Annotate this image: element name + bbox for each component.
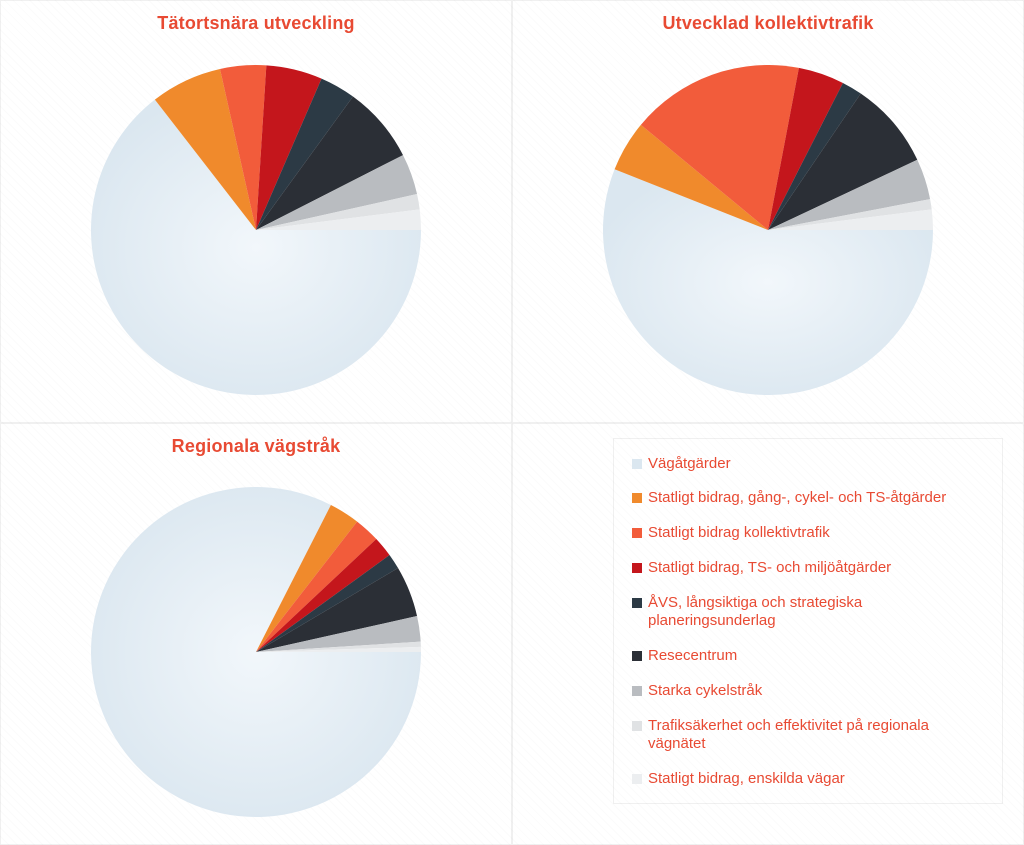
chart-grid: Tätortsnära utveckling Utvecklad kollekt… — [0, 0, 1024, 845]
legend-label: ÅVS, långsiktiga och strategiska planeri… — [648, 594, 984, 632]
legend-item: Statligt bidrag kollektivtrafik — [632, 524, 984, 543]
pie-wrap — [11, 38, 501, 422]
chart-title: Tätortsnära utveckling — [157, 13, 354, 34]
legend-item: Statligt bidrag, gång-, cykel- och TS-åt… — [632, 489, 984, 508]
legend-swatch — [632, 721, 642, 731]
pie-wrap — [11, 461, 501, 845]
legend-item: ÅVS, långsiktiga och strategiska planeri… — [632, 594, 984, 632]
legend-swatch — [632, 651, 642, 661]
legend-label: Statligt bidrag, TS- och miljöåtgärder — [648, 559, 984, 578]
legend-swatch — [632, 598, 642, 608]
chart-title: Utvecklad kollektivtrafik — [662, 13, 873, 34]
legend-label: Statligt bidrag, enskilda vägar — [648, 770, 984, 789]
pie-chart-tatort — [91, 65, 421, 395]
legend-swatch — [632, 686, 642, 696]
cell-legend: Vägåtgärder Statligt bidrag, gång-, cykel… — [512, 423, 1024, 845]
legend-swatch — [632, 774, 642, 784]
legend-item: Statligt bidrag, enskilda vägar — [632, 770, 984, 789]
cell-chart-kollektiv: Utvecklad kollektivtrafik — [512, 0, 1024, 423]
legend-item: Statligt bidrag, TS- och miljöåtgärder — [632, 559, 984, 578]
cell-chart-vagstrak: Regionala vägstråk — [0, 423, 512, 845]
pie-chart-vagstrak — [91, 487, 421, 817]
pie-chart-kollektiv — [603, 65, 933, 395]
legend-label: Vägåtgärder — [648, 455, 984, 474]
legend-swatch — [632, 528, 642, 538]
legend: Vägåtgärder Statligt bidrag, gång-, cykel… — [613, 438, 1003, 804]
legend-label: Statligt bidrag kollektivtrafik — [648, 524, 984, 543]
cell-chart-tatort: Tätortsnära utveckling — [0, 0, 512, 423]
chart-title: Regionala vägstråk — [172, 436, 341, 457]
legend-label: Resecentrum — [648, 647, 984, 666]
legend-label: Trafiksäkerhet och effektivitet på regio… — [648, 717, 984, 755]
legend-item: Resecentrum — [632, 647, 984, 666]
legend-label: Statligt bidrag, gång-, cykel- och TS-åt… — [648, 489, 984, 508]
legend-swatch — [632, 563, 642, 573]
legend-item: Vägåtgärder — [632, 455, 984, 474]
legend-item: Trafiksäkerhet och effektivitet på regio… — [632, 717, 984, 755]
legend-swatch — [632, 459, 642, 469]
pie-wrap — [523, 38, 1013, 422]
legend-item: Starka cykelstråk — [632, 682, 984, 701]
legend-label: Starka cykelstråk — [648, 682, 984, 701]
legend-swatch — [632, 493, 642, 503]
